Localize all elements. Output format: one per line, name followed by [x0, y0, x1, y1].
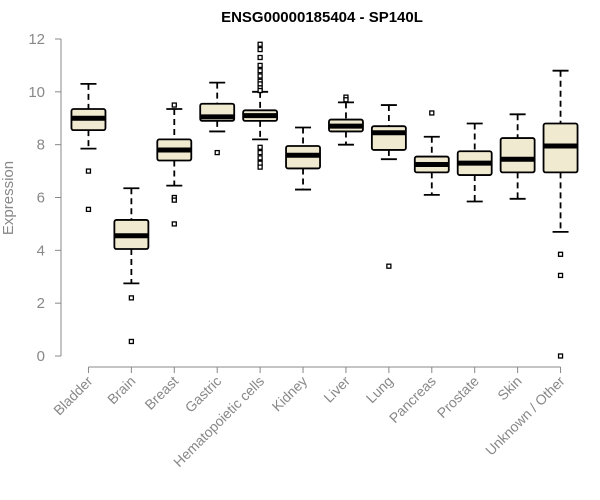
- outlier-point: [557, 251, 564, 257]
- outlier-point: [257, 73, 263, 79]
- box-breast: [156, 102, 193, 227]
- outlier-point: [429, 110, 435, 116]
- outlier-point: [343, 97, 349, 103]
- x-tick-label: Pancreas: [386, 373, 439, 426]
- outlier-point: [257, 87, 263, 94]
- y-tick-label: 6: [37, 190, 45, 207]
- y-axis: 0 2 4 6 8 10 12: [28, 31, 62, 365]
- outlier-point: [128, 295, 135, 301]
- x-tick-label: Prostate: [434, 373, 482, 421]
- outlier-point: [85, 168, 92, 174]
- box-hematopoietic-cells: [242, 41, 279, 170]
- x-tick-label: Liver: [320, 373, 353, 406]
- x-tick-label: Unknown / Other: [482, 373, 568, 459]
- y-tick-label: 10: [28, 84, 45, 101]
- box-lung: [370, 104, 407, 269]
- box-liver: [328, 94, 364, 146]
- box-skin: [499, 113, 536, 200]
- box-pancreas: [413, 110, 450, 196]
- y-tick-label: 8: [37, 137, 45, 154]
- y-tick-label: 2: [37, 295, 45, 312]
- y-tick-label: 0: [37, 348, 45, 365]
- outlier-point: [257, 41, 263, 47]
- outlier-point: [557, 272, 564, 279]
- y-axis-label: Expression: [0, 161, 17, 235]
- y-tick-label: 12: [28, 31, 45, 48]
- box-bladder: [70, 83, 107, 213]
- outlier-point: [257, 68, 263, 74]
- outlier-point: [386, 263, 392, 269]
- outlier-point: [214, 149, 220, 156]
- x-tick-label: Brain: [104, 373, 138, 407]
- x-tick-label: Kidney: [269, 373, 311, 415]
- box-body: [370, 125, 407, 151]
- chart-title: ENSG00000185404 - SP140L: [221, 9, 423, 26]
- x-tick-label: Breast: [141, 373, 181, 413]
- x-tick-label: Gastric: [182, 373, 225, 416]
- outlier-point: [85, 206, 92, 213]
- box-kidney: [285, 126, 321, 191]
- x-tick-label: Bladder: [50, 373, 96, 419]
- outlier-point: [257, 62, 263, 69]
- outlier-point: [257, 164, 263, 170]
- outlier-point: [557, 353, 564, 359]
- outlier-point: [171, 102, 177, 108]
- outlier-point: [171, 197, 177, 203]
- box-gastric: [199, 81, 236, 156]
- boxes: [70, 41, 579, 359]
- box-body: [499, 137, 536, 174]
- outlier-point: [128, 338, 135, 345]
- box-unknown-other: [542, 69, 579, 359]
- box-brain: [113, 187, 150, 345]
- outlier-point: [257, 149, 263, 156]
- x-tick-label: Skin: [494, 373, 525, 404]
- outlier-point: [257, 46, 263, 53]
- outlier-point: [257, 155, 263, 161]
- y-tick-label: 4: [37, 242, 45, 259]
- outlier-point: [257, 54, 263, 61]
- outlier-point: [171, 221, 177, 227]
- x-tick-label: Lung: [363, 373, 396, 406]
- box-prostate: [456, 122, 493, 203]
- outlier-point: [257, 144, 263, 150]
